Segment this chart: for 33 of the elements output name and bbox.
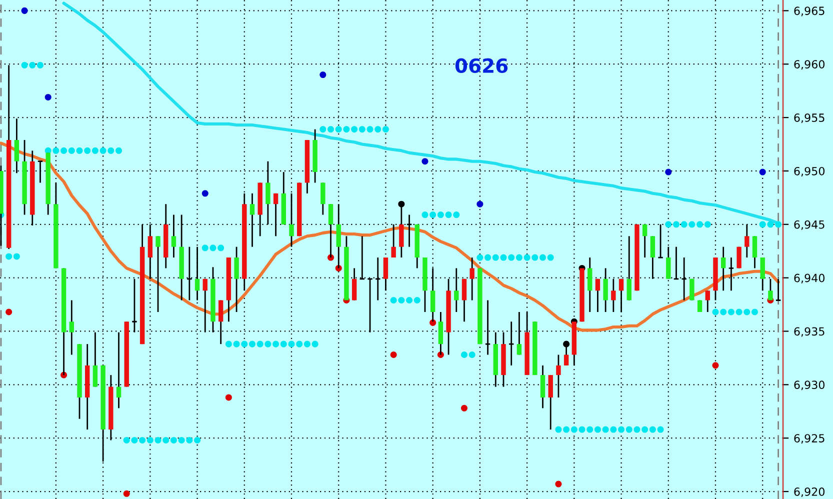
point (460, 404, 468, 412)
point (44, 94, 52, 100)
point (202, 190, 208, 197)
point (712, 362, 719, 369)
text: 0626 (455, 58, 508, 74)
y-tick-label: 6,965 (794, 6, 824, 16)
candlestick (37, 160, 44, 184)
candlestick (171, 214, 176, 258)
point (476, 200, 484, 208)
y-tick-label: 6,920 (794, 487, 825, 498)
candlestick (320, 182, 326, 216)
y-tick-label: 6,960 (794, 60, 825, 70)
y-tick-label: 6,925 (794, 434, 824, 444)
point (225, 394, 232, 401)
point (759, 168, 766, 176)
candlestick (508, 320, 514, 366)
point (6, 308, 12, 316)
point (422, 158, 428, 165)
point (555, 480, 562, 488)
point (21, 7, 28, 14)
y-tick-label: 6,955 (794, 114, 824, 124)
candlestick (705, 290, 710, 313)
candlestick (273, 192, 278, 237)
point (123, 490, 130, 497)
y-tick-label: 6,935 (794, 327, 824, 337)
y-tick-label: 6,940 (794, 274, 825, 284)
y-tick-label: 6,950 (794, 166, 825, 176)
candlestick (752, 235, 758, 269)
point (320, 72, 326, 78)
y-tick-label: 6,945 (794, 220, 824, 230)
y-tick-label: 6,930 (794, 380, 825, 390)
point (665, 168, 672, 176)
point (390, 351, 397, 358)
